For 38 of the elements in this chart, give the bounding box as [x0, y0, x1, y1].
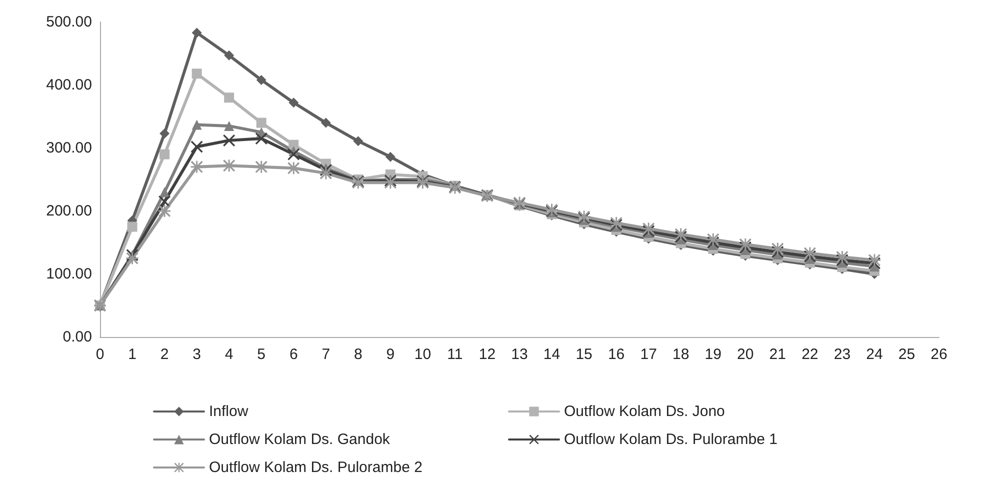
- x-tick-label: 7: [322, 346, 330, 363]
- legend-label: Inflow: [209, 403, 248, 420]
- x-tick-label: 17: [640, 346, 657, 363]
- x-tick-label: 21: [769, 346, 786, 363]
- x-tick-label: 13: [511, 346, 528, 363]
- x-tick-label: 4: [224, 346, 234, 363]
- x-tick-label: 3: [192, 346, 201, 363]
- x-tick-label: 20: [737, 346, 754, 363]
- x-tick-label: 9: [386, 346, 395, 363]
- legend-label: Outflow Kolam Ds. Jono: [564, 403, 725, 420]
- x-tick-label: 24: [866, 346, 883, 363]
- x-tick-label: 23: [834, 346, 851, 363]
- x-tick-label: 6: [289, 346, 298, 363]
- x-tick-label: 15: [576, 346, 592, 363]
- y-tick-label: 100.00: [46, 266, 92, 282]
- y-tick-label: 400.00: [46, 76, 92, 94]
- x-tick-label: 18: [672, 346, 690, 363]
- x-tick-label: 10: [414, 346, 432, 363]
- x-tick-label: 12: [478, 346, 496, 363]
- x-tick-label: 11: [447, 346, 463, 363]
- x-tick-label: 16: [608, 346, 625, 363]
- x-tick-label: 22: [802, 346, 818, 363]
- y-tick-label: 0.00: [62, 328, 92, 346]
- x-tick-label: 2: [160, 346, 169, 363]
- legend-label: Outflow Kolam Ds. Pulorambe 2: [209, 459, 422, 476]
- x-tick-label: 25: [898, 346, 916, 363]
- y-tick-label: 300.00: [46, 140, 92, 156]
- x-tick-label: 14: [543, 346, 560, 363]
- x-tick-label: 8: [354, 346, 362, 363]
- x-tick-label: 0: [96, 346, 104, 363]
- legend-label: Outflow Kolam Ds. Pulorambe 1: [564, 431, 778, 448]
- y-tick-label: 200.00: [46, 202, 92, 220]
- x-tick-label: 5: [257, 346, 266, 363]
- x-tick-label: 19: [704, 346, 722, 363]
- x-tick-label: 1: [128, 346, 136, 363]
- legend-label: Outflow Kolam Ds. Gandok: [209, 431, 390, 448]
- x-tick-label: 26: [930, 346, 948, 363]
- y-tick-label: 500.00: [46, 14, 92, 30]
